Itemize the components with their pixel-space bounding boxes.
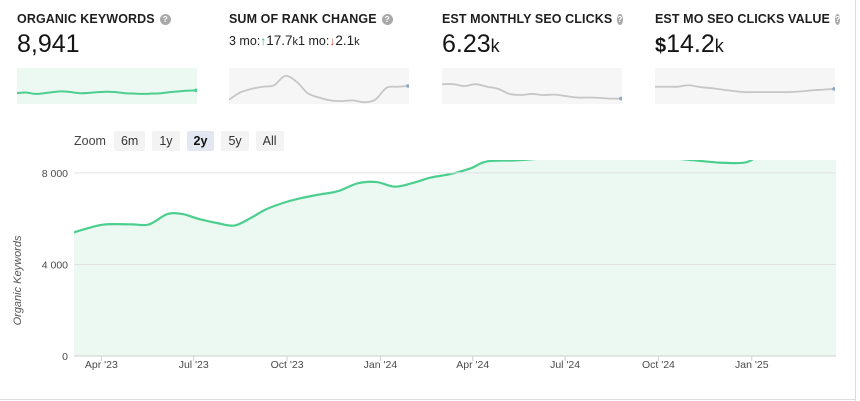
up-value: 17.7 <box>266 33 293 48</box>
metric-value: 8,941 <box>17 30 80 58</box>
down-unit: k <box>354 36 360 48</box>
x-tick-label: Oct '23 <box>271 359 304 371</box>
metric-sum-rank-change: SUM OF RANK CHANGE ? 3 mo:↑17.7k1 mo:↓2.… <box>229 12 409 104</box>
x-tick-label: Oct '24 <box>642 359 675 371</box>
zoom-controls: Zoom 6m 1y 2y 5y All <box>74 131 284 151</box>
metric-organic-keywords: ORGANIC KEYWORDS ? 8,941 <box>17 12 197 104</box>
x-tick-label: Jul '23 <box>179 359 209 371</box>
zoom-label: Zoom <box>74 134 106 148</box>
metric-label: EST MO SEO CLICKS VALUE <box>655 12 830 26</box>
y-tick-label: 0 <box>62 351 68 363</box>
zoom-2y-button[interactable]: 2y <box>186 131 215 151</box>
metric-label: SUM OF RANK CHANGE <box>229 12 377 26</box>
metric-label: EST MONTHLY SEO CLICKS <box>442 12 613 26</box>
help-icon[interactable]: ? <box>381 13 393 25</box>
metric-value: $14.2k <box>655 30 724 58</box>
zoom-6m-button[interactable]: 6m <box>113 131 146 151</box>
arrow-up-icon: ↑ <box>260 34 267 48</box>
up-unit: k <box>292 36 299 48</box>
y-tick-label: 8 000 <box>42 168 68 180</box>
period-1mo-label: 1 mo: <box>298 34 330 48</box>
right-border <box>855 0 856 401</box>
help-icon[interactable]: ? <box>617 13 623 25</box>
period-3mo-label: 3 mo: <box>229 34 261 48</box>
series-area <box>74 160 836 356</box>
x-tick-label: Jul '24 <box>550 359 580 371</box>
x-tick-label: Jan '25 <box>735 359 769 371</box>
zoom-1y-button[interactable]: 1y <box>152 131 180 151</box>
metric-monthly-seo-clicks: EST MONTHLY SEO CLICKS ? 6.23k <box>442 12 623 104</box>
arrow-down-icon: ↓ <box>329 34 336 48</box>
zoom-5y-button[interactable]: 5y <box>221 131 249 151</box>
metric-seo-clicks-value: EST MO SEO CLICKS VALUE ? $14.2k <box>655 12 841 104</box>
down-value: 2.1 <box>335 33 355 48</box>
x-tick-label: Apr '23 <box>85 359 118 371</box>
rank-change-sparkline <box>229 68 409 104</box>
seo-clicks-sparkline <box>442 68 622 104</box>
bottom-border <box>0 399 856 400</box>
help-icon[interactable]: ? <box>835 13 841 25</box>
series-line <box>74 160 754 234</box>
x-tick-label: Apr '24 <box>456 359 489 371</box>
organic-keywords-chart: 0 4 000 8 000 Apr '23 Jul '23 Oct '23 Jan '24 A… <box>12 160 836 371</box>
zoom-all-button[interactable]: All <box>255 131 284 151</box>
organic-keywords-sparkline <box>17 68 197 104</box>
metric-label: ORGANIC KEYWORDS <box>17 12 155 26</box>
y-axis-label: Organic Keywords <box>12 235 24 325</box>
clicks-value-sparkline <box>655 68 835 104</box>
metric-value: 6.23k <box>442 30 500 58</box>
help-icon[interactable]: ? <box>159 13 171 25</box>
x-tick-label: Jan '24 <box>364 359 398 371</box>
y-tick-label: 4 000 <box>42 259 68 271</box>
rank-change-values: 3 mo:↑17.7k1 mo:↓2.1k <box>229 31 409 51</box>
